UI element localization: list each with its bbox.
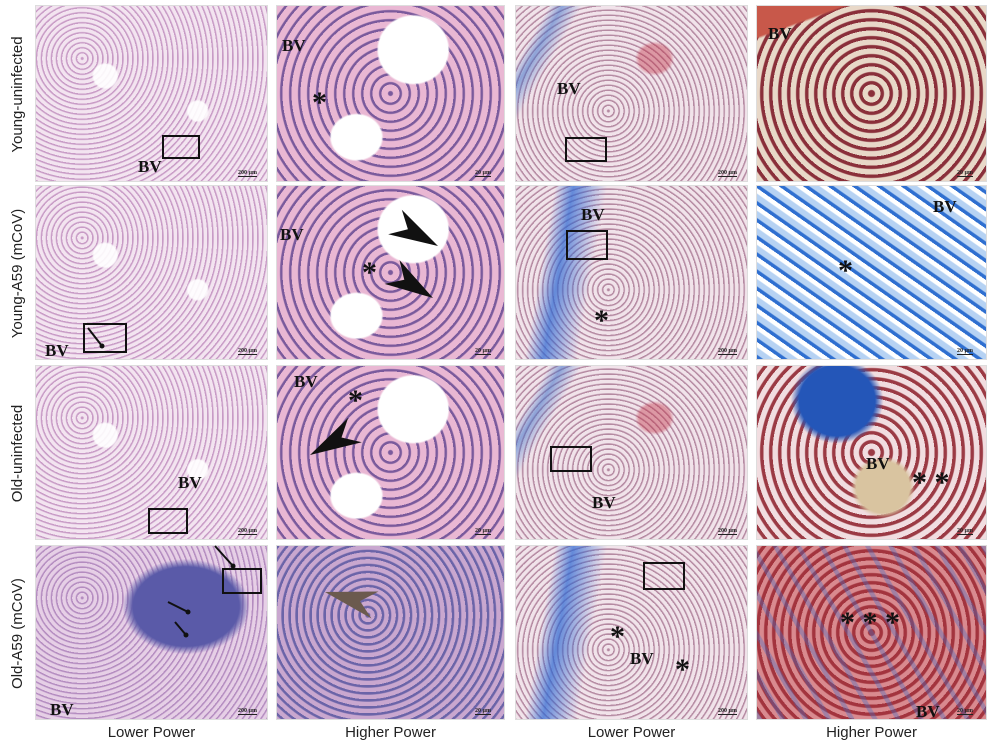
scale-bar: 200 µm [718,528,737,535]
panel-young-a59-col1 [35,185,268,360]
inset-box [222,568,262,594]
blood-vessel-label: BV [768,24,792,43]
panel-old-uninfected-col3 [515,365,748,540]
blood-vessel-label: BV [916,702,940,721]
asterisk-marker: * * * [840,606,900,639]
asterisk-marker: * [838,254,853,287]
inset-box [550,446,592,472]
scale-bar: 200 µm [718,170,737,177]
panel-old-a59-col1 [35,545,268,720]
panel-young-a59-col3 [515,185,748,360]
blood-vessel-label: BV [282,36,306,55]
blood-vessel-label: BV [630,649,654,668]
inset-box [162,135,200,159]
blood-vessel-label: BV [581,205,605,224]
inset-box [566,230,608,260]
asterisk-marker: * [312,86,327,119]
column-label-2: Higher Power [345,724,436,741]
scale-bar: 20 µm [475,528,491,535]
panel-young-a59-col2 [276,185,505,360]
asterisk-marker: * [610,620,625,653]
inset-box [148,508,188,534]
scale-bar: 200 µm [238,528,257,535]
panel-young-uninfected-col2 [276,5,505,182]
blood-vessel-label: BV [557,79,581,98]
blood-vessel-label: BV [592,493,616,512]
blood-vessel-label: BV [280,225,304,244]
panel-old-uninfected-col4 [756,365,987,540]
row-label-old-a59: Old-A59 (mCoV) [9,578,26,689]
scale-bar: 200 µm [718,708,737,715]
inset-box [83,323,127,353]
inset-box [643,562,685,590]
column-label-3: Lower Power [587,724,676,741]
panel-old-uninfected-col2 [276,365,505,540]
scale-bar: 20 µm [957,170,973,177]
blood-vessel-label: BV [45,341,69,360]
scale-bar: 20 µm [475,708,491,715]
scale-bar: 200 µm [718,348,737,355]
scale-bar: 20 µm [957,708,973,715]
scale-bar: 200 µm [238,170,257,177]
scale-bar: 20 µm [957,528,973,535]
asterisk-marker: * [348,384,363,417]
blood-vessel-label: BV [178,473,202,492]
column-label-4: Higher Power [826,724,917,741]
scale-bar: 200 µm [238,348,257,355]
row-label-old-uninfected: Old-uninfected [9,404,26,503]
asterisk-marker: * [594,304,609,337]
panel-young-uninfected-col4 [756,5,987,182]
asterisk-marker: * [675,653,690,686]
column-label-1: Lower Power [107,724,196,741]
asterisk-marker: * [362,256,377,289]
scale-bar: 20 µm [957,348,973,355]
panel-old-uninfected-col1 [35,365,268,540]
row-label-young-a59: Young-A59 (mCoV) [9,208,26,339]
row-label-young-uninfected: Young-uninfected [9,36,26,153]
blood-vessel-label: BV [138,157,162,176]
panel-young-uninfected-col1 [35,5,268,182]
blood-vessel-label: BV [50,700,74,719]
blood-vessel-label: BV [866,454,890,473]
scale-bar: 200 µm [238,708,257,715]
panel-young-uninfected-col3 [515,5,748,182]
blood-vessel-label: BV [933,197,957,216]
blood-vessel-label: BV [294,372,318,391]
scale-bar: 20 µm [475,348,491,355]
panel-old-a59-col4 [756,545,987,720]
asterisk-marker: * * [912,466,950,499]
panel-old-a59-col3 [515,545,748,720]
panel-young-a59-col4 [756,185,987,360]
panel-old-a59-col2 [276,545,505,720]
scale-bar: 20 µm [475,170,491,177]
inset-box [565,137,607,162]
